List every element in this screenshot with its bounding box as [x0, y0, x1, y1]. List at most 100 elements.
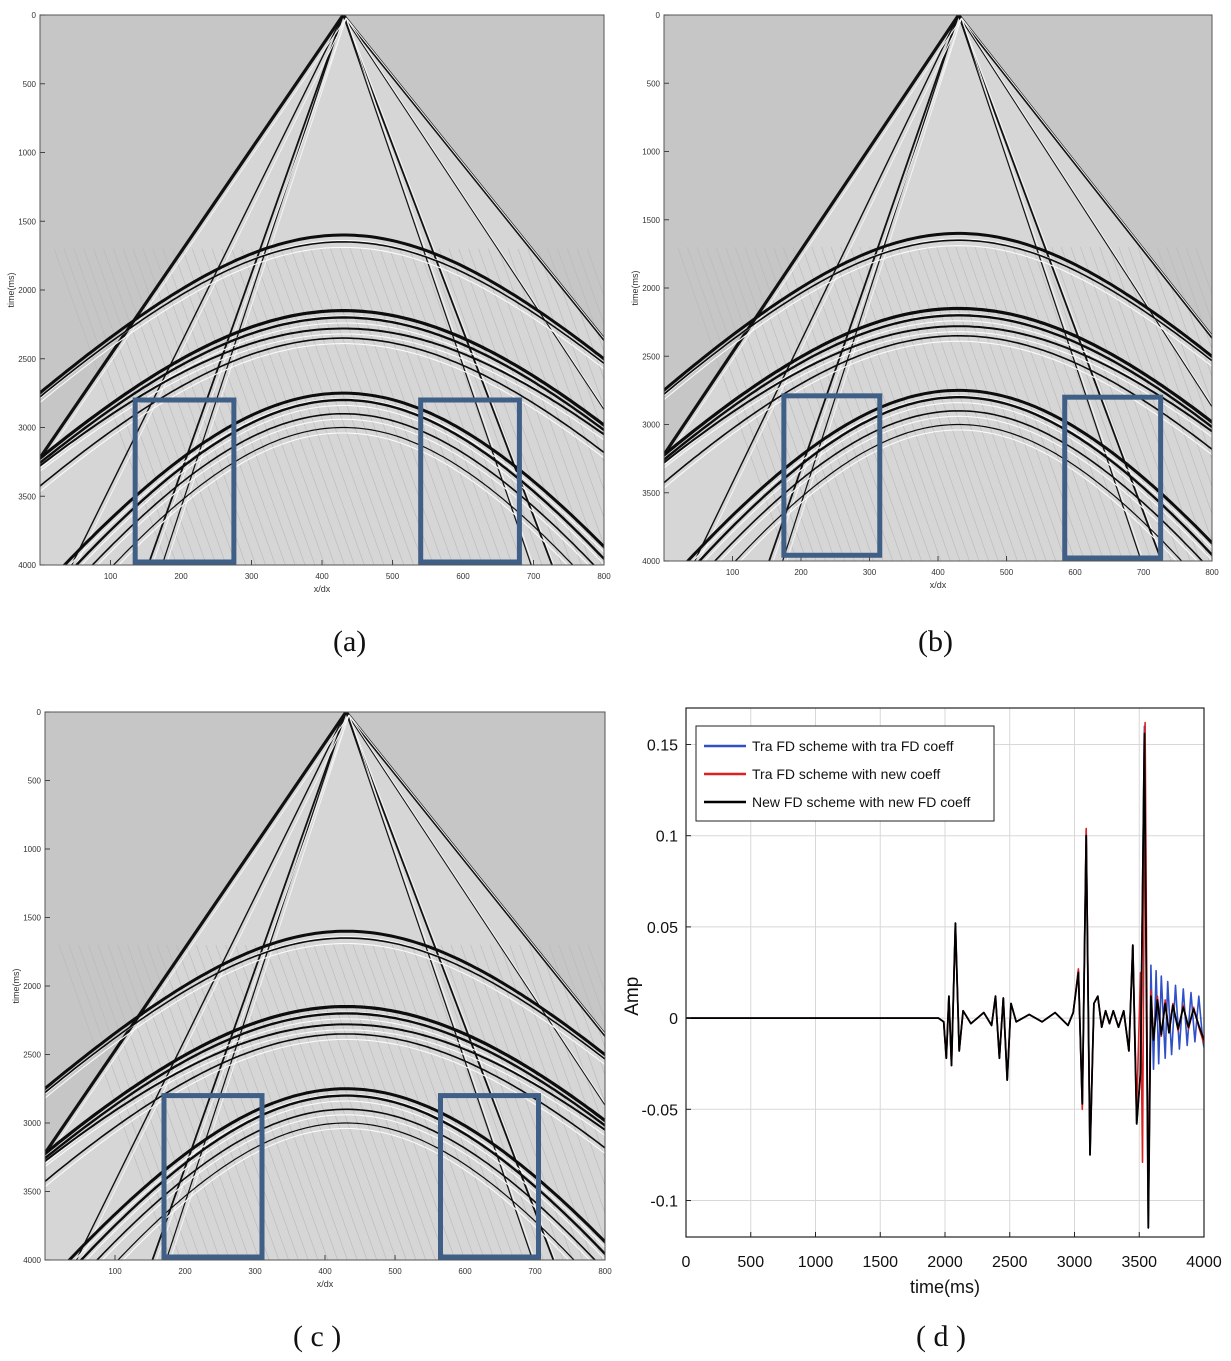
reflection-event	[79, 1094, 605, 1260]
linear-arrival-ghost	[348, 714, 605, 1105]
x-tick-label: 700	[1137, 568, 1151, 577]
linear-arrival-ghost	[165, 17, 347, 565]
interference-hatch	[284, 944, 397, 1260]
linear-arrival	[161, 15, 344, 565]
seismic-wavefield	[40, 15, 604, 565]
reflection-ghost	[118, 432, 569, 565]
interference-hatch	[984, 246, 1095, 561]
legend-label-3: New FD scheme with new FD coeff	[752, 794, 970, 810]
interference-hatch	[1156, 246, 1212, 405]
interference-hatch	[1176, 246, 1212, 350]
x-tick-label: 2500	[992, 1254, 1028, 1271]
interference-hatch	[293, 944, 407, 1260]
series-group	[686, 721, 1204, 1229]
x-tick-label: 700	[527, 572, 541, 581]
interference-hatch	[888, 246, 999, 561]
interference-hatch	[869, 246, 980, 561]
y-tick-label: 1500	[642, 216, 660, 225]
interference-hatch	[1089, 246, 1200, 561]
reflection-event	[664, 314, 1212, 462]
interference-hatch	[280, 248, 395, 565]
interference-hatch	[274, 944, 387, 1260]
interference-hatch	[450, 944, 564, 1260]
y-tick-label: 0	[669, 1011, 678, 1028]
y-tick-label: 500	[23, 80, 37, 89]
y-tick-label: 2000	[18, 286, 36, 295]
interference-hatch	[369, 248, 484, 565]
y-tick-label: 2500	[23, 1051, 41, 1060]
interference-hatch	[401, 944, 515, 1260]
interference-hatch	[428, 248, 543, 565]
y-tick-label: 0.05	[647, 920, 678, 937]
interference-hatch	[936, 246, 1047, 561]
interference-hatch	[176, 944, 289, 1260]
linear-arrival	[345, 712, 605, 1107]
x-tick-label: 500	[1000, 568, 1014, 577]
seismic-wavefield	[45, 712, 605, 1260]
linear-arrival	[40, 15, 345, 461]
interference-hatch	[538, 944, 605, 1131]
y-axis-label: Amp	[622, 977, 643, 1016]
linear-arrival	[165, 712, 347, 1260]
interference-hatch	[792, 246, 903, 561]
linear-arrival-ghost	[345, 17, 604, 409]
y-tick-label: 0	[656, 11, 661, 20]
y-tick-label: 0.15	[647, 737, 678, 754]
interference-hatch	[1166, 246, 1212, 378]
interference-hatch	[537, 248, 604, 436]
seismic-panel-b: 0 500 1000 1500 2000 2500 3000 3500 4000 100 200 30…	[630, 11, 1219, 590]
x-tick-label: 600	[456, 572, 470, 581]
y-tick-label: 2000	[23, 982, 41, 991]
linear-arrival	[768, 15, 960, 561]
interference-hatch	[897, 246, 1009, 561]
linear-arrival	[345, 712, 534, 1260]
highlight-box	[1062, 394, 1164, 561]
interference-hatch	[122, 248, 237, 565]
interference-hatch	[519, 944, 605, 1187]
reflection-ghost	[40, 333, 604, 472]
y-tick-label: 4000	[642, 557, 660, 566]
reflection-ghost	[40, 343, 604, 493]
x-tick-label: 800	[597, 572, 611, 581]
seismic-panel-a: 0 500 1000 1500 2000 2500 3000 3500 4000 100 200 30…	[6, 11, 611, 594]
interference-hatch	[548, 944, 605, 1104]
interference-hatch	[113, 248, 227, 565]
x-tick-label: 500	[737, 1254, 764, 1271]
y-tick-label: 1000	[23, 845, 41, 854]
reflection-event	[40, 337, 604, 488]
interference-hatch	[917, 246, 1028, 561]
interference-hatch	[448, 248, 562, 565]
reflection-event	[112, 426, 574, 565]
x-tick-label: 500	[388, 1267, 402, 1276]
caption-d: ( d )	[916, 1320, 966, 1353]
linear-arrival	[957, 15, 1212, 340]
interference-hatch	[290, 248, 405, 565]
reflection-ghost	[692, 395, 1212, 561]
x-tick-label: 200	[174, 572, 188, 581]
reflection-event	[713, 410, 1204, 561]
interference-hatch	[389, 248, 503, 565]
interference-hatch	[372, 944, 485, 1260]
y-tick-label: 3500	[23, 1188, 41, 1197]
interference-hatch	[725, 246, 836, 561]
y-tick-label: 500	[28, 777, 42, 786]
interference-hatch	[379, 248, 493, 565]
y-tick-label: 1500	[18, 217, 36, 226]
interference-hatch	[557, 248, 604, 381]
reflection-event	[664, 325, 1212, 464]
interference-hatch	[1013, 246, 1124, 561]
interference-hatch	[529, 944, 605, 1159]
interference-hatch	[1003, 246, 1114, 561]
x-tick-label: 300	[245, 572, 259, 581]
x-tick-label: 400	[931, 568, 945, 577]
reflection-ghost	[664, 245, 1212, 401]
interference-hatch	[1137, 246, 1212, 460]
caption-b: (b)	[918, 625, 953, 658]
reflection-event	[734, 423, 1183, 561]
reflection-ghost	[719, 415, 1198, 561]
interference-hatch	[706, 246, 817, 561]
y-tick-label: 3000	[642, 421, 660, 430]
linear-arrival-ghost	[698, 17, 963, 561]
x-tick-label: 600	[1068, 568, 1082, 577]
